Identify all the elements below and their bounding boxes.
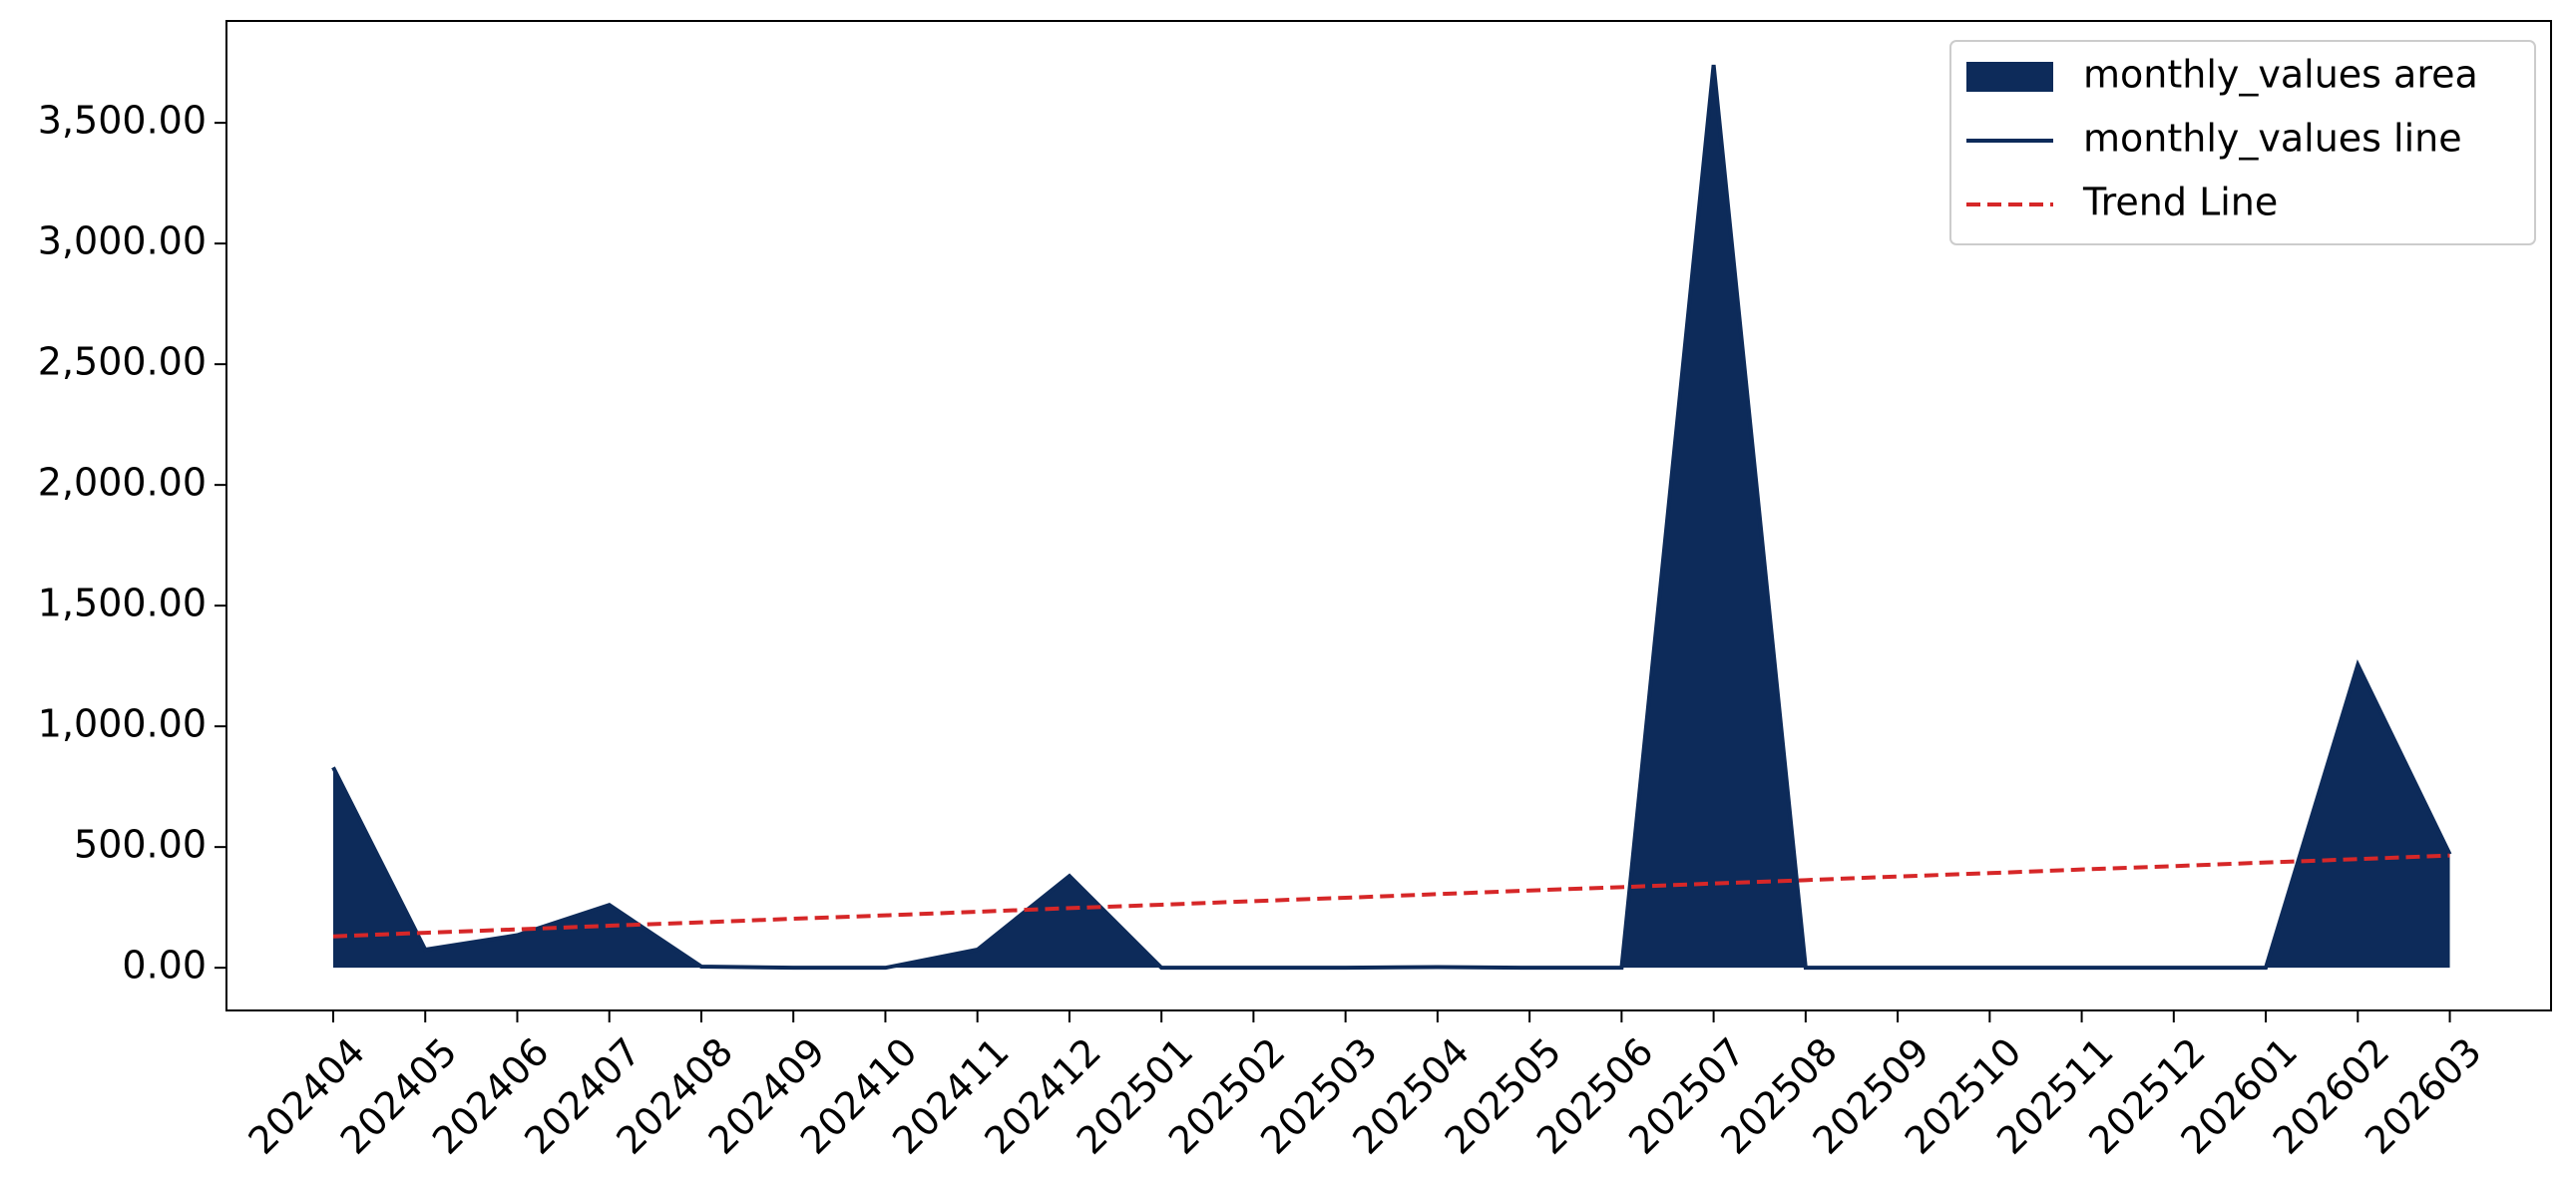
y-tick-label: 3,000.00: [38, 219, 207, 263]
y-tick-label: 3,500.00: [38, 99, 207, 143]
y-tick-label: 1,500.00: [38, 582, 207, 625]
y-tick-label: 2,000.00: [38, 461, 207, 505]
y-tick-label: 2,500.00: [38, 340, 207, 384]
trend-line: [332, 853, 2450, 939]
legend-label: monthly_values area: [2083, 53, 2478, 97]
plot-frame: [225, 20, 2552, 1011]
legend-box: [1949, 40, 2536, 245]
line: [331, 64, 2452, 971]
legend-label: Trend Line: [2082, 181, 2278, 224]
legend-label: monthly_values line: [2083, 117, 2462, 161]
y-tick-label: 1,000.00: [38, 702, 207, 746]
y-tick-label: 0.00: [122, 944, 207, 988]
legend-swatch: [1966, 62, 2053, 92]
y-tick-label: 500.00: [74, 823, 207, 867]
